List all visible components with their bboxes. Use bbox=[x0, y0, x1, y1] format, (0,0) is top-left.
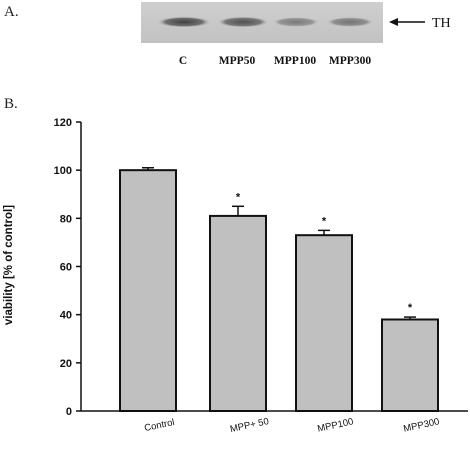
arrow-left-icon bbox=[389, 18, 425, 26]
significance-marker: * bbox=[322, 215, 327, 227]
lane-label-mpp100: MPP100 bbox=[274, 55, 316, 67]
western-blot: TH C MPP50 MPP100 MPP300 bbox=[141, 2, 451, 67]
y-tick-label: 40 bbox=[60, 310, 72, 322]
protein-label: TH bbox=[432, 16, 451, 31]
blot-band-c bbox=[157, 16, 211, 28]
x-axis-labels: Control MPP+ 50 MPP100 MPP300 bbox=[143, 416, 440, 435]
bar-chart: viability [% of control] 0 20 40 60 80 100 120… bbox=[3, 117, 468, 435]
y-tick-label: 120 bbox=[54, 117, 72, 129]
lane-label-mpp50: MPP50 bbox=[219, 55, 256, 67]
y-tick-label: 20 bbox=[60, 358, 72, 370]
y-tick-label: 0 bbox=[66, 406, 72, 418]
bar bbox=[209, 214, 267, 412]
blot-band-mpp300 bbox=[326, 17, 374, 27]
x-category-label: MPP+ 50 bbox=[229, 416, 270, 435]
x-category-label: MPP300 bbox=[403, 416, 441, 434]
x-category-label: Control bbox=[143, 417, 175, 434]
lane-label-c: C bbox=[179, 55, 187, 67]
y-tick-label: 60 bbox=[60, 262, 72, 274]
x-category-label: MPP100 bbox=[317, 416, 355, 434]
panel-b-letter: B. bbox=[4, 96, 18, 112]
panel-a-letter: A. bbox=[4, 4, 19, 20]
y-axis-ticks: 0 20 40 60 80 100 120 bbox=[54, 117, 81, 418]
bar bbox=[119, 169, 177, 412]
bar bbox=[295, 234, 353, 412]
significance-marker: * bbox=[236, 191, 241, 203]
lane-label-mpp300: MPP300 bbox=[329, 55, 371, 67]
y-tick-label: 100 bbox=[54, 165, 72, 177]
bars: * * * bbox=[119, 167, 439, 413]
y-axis-label: viability [% of control] bbox=[3, 205, 15, 325]
blot-band-mpp100 bbox=[272, 17, 320, 27]
significance-marker: * bbox=[408, 302, 413, 314]
blot-band-mpp50 bbox=[217, 16, 269, 28]
bar bbox=[381, 318, 439, 413]
y-tick-label: 80 bbox=[60, 213, 72, 225]
